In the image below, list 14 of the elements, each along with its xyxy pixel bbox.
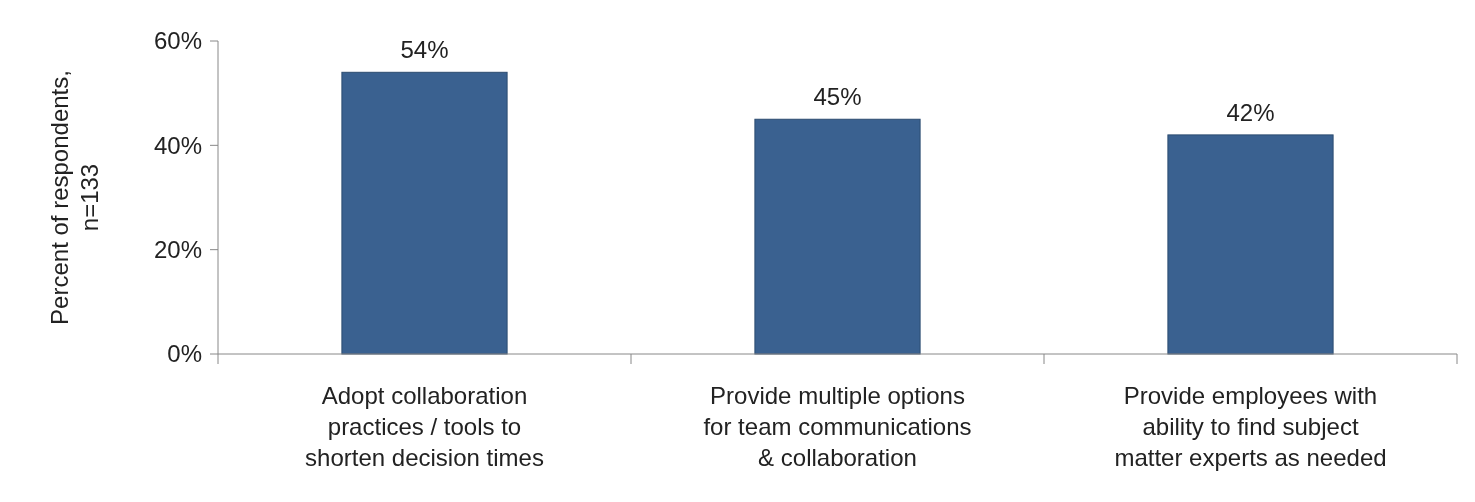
y-tick-label: 40% [153, 131, 202, 159]
data-label: 45% [813, 83, 862, 111]
x-tick-label: Provide multiple options for team communications & collaboration [703, 382, 972, 471]
data-label: 42% [1226, 98, 1275, 126]
y-tick-label: 20% [153, 236, 202, 264]
bar [341, 71, 508, 355]
x-tick-label: Adopt collaboration practices / tools to shorten decision times [305, 382, 544, 471]
y-tick-label: 0% [167, 340, 202, 368]
bar [754, 118, 921, 355]
x-tick-label: Provide employees with ability to find subject matter experts as needed [1114, 382, 1387, 471]
bar [1167, 134, 1334, 355]
y-axis-title: Percent of respondents, n=133 [46, 70, 103, 325]
y-tick-label: 60% [153, 27, 202, 55]
data-label: 54% [400, 36, 449, 64]
